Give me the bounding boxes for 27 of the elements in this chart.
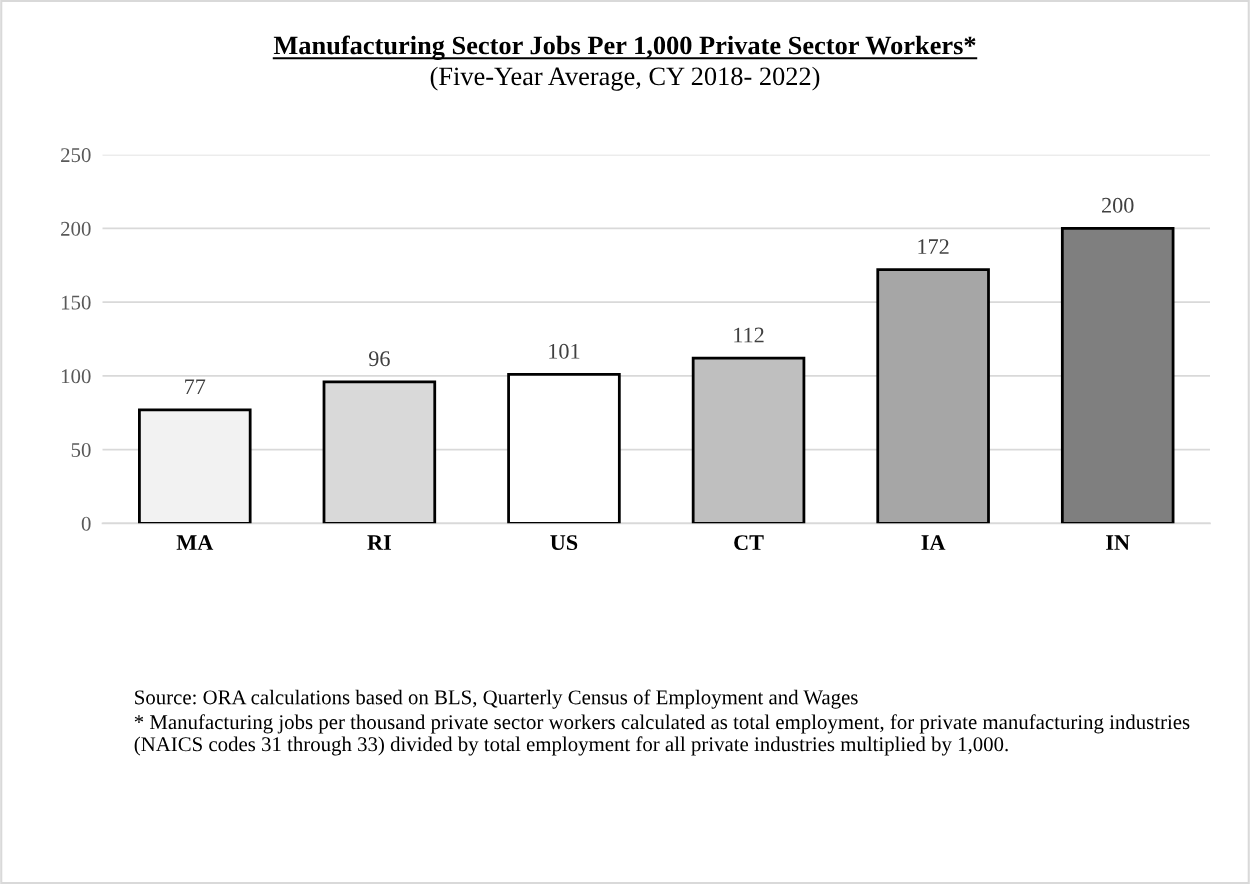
bar	[138, 408, 252, 524]
x-tick-label: RI	[367, 535, 391, 550]
data-label: 112	[734, 327, 764, 343]
bar	[1060, 227, 1175, 524]
data-label: 200	[1102, 197, 1134, 213]
y-tick-label: 50	[71, 442, 91, 458]
x-tick-label: MA	[176, 535, 214, 550]
data-label: 96	[368, 351, 390, 367]
y-tick-label: 250	[61, 148, 91, 163]
x-tick-label: CT	[734, 535, 764, 551]
data-label: 77	[185, 379, 206, 394]
y-tick-label: 200	[61, 221, 91, 236]
y-tick-label: 150	[61, 295, 91, 310]
x-tick-label: IN	[1106, 535, 1130, 550]
bar	[691, 356, 806, 524]
y-tick-label: 100	[61, 369, 91, 384]
bar	[876, 268, 990, 524]
text: * Manufacturing jobs per thousand private sector workers calculated as total employment, for private manufacturing industries (NAICS codes 31 through 33) divided by total employment for all private industries multiplied by 1,000.	[134, 714, 1190, 756]
chart-title: Manufacturing Sector Jobs Per 1,000 Private Sector Workers*	[273, 35, 976, 60]
x-tick-label: US	[550, 535, 578, 551]
x-tick-label: IA	[921, 535, 946, 550]
chart-subtitle: (Five-Year Average, CY 2018- 2022)	[430, 66, 820, 91]
data-label: 101	[549, 343, 580, 359]
bar	[507, 373, 621, 524]
source-note: Source: ORA calculations based on BLS, Quarterly Census of Employment and Wages	[135, 689, 858, 709]
data-label: 172	[918, 239, 949, 254]
y-tick-label: 0	[81, 516, 91, 531]
